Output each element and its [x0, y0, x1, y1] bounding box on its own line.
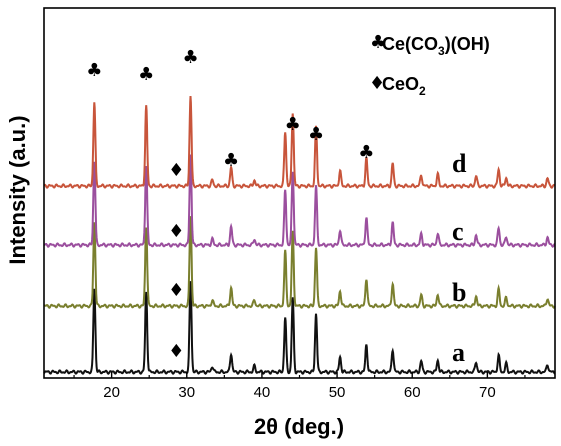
plot-frame [43, 7, 556, 379]
diamond-marker-d: ♦ [168, 160, 184, 181]
legend-diamond-marker: ♦ [369, 73, 385, 94]
club-marker: ♣ [182, 47, 198, 68]
series-label-d: d [452, 149, 467, 178]
club-marker: ♣ [138, 64, 154, 85]
legend: ♣ Ce(CO3)(OH) ♦ CeO2 [369, 32, 490, 98]
club-marker: ♣ [308, 124, 324, 145]
marker-layer: ♣ ♣ ♣ ♣ ♣ ♣ ♣ ♦ ♦ ♦ ♦ [86, 47, 374, 362]
x-tick-label-20: 20 [103, 384, 120, 401]
legend-subscript-2: 2 [419, 84, 426, 98]
x-tick-label-30: 30 [178, 384, 195, 401]
axis-layer [43, 7, 556, 379]
x-tick-label-50: 50 [329, 384, 346, 401]
series-line-c [43, 154, 556, 248]
legend-label-ceo: CeO [382, 74, 419, 94]
legend-subscript-3: 3 [438, 44, 445, 58]
legend-label-part-1: Ce(CO [382, 34, 438, 54]
club-marker: ♣ [86, 60, 102, 81]
y-axis-title: Intensity (a.u.) [5, 115, 30, 264]
diamond-marker-a: ♦ [168, 341, 184, 362]
x-tick-label-40: 40 [254, 384, 271, 401]
series-line-a [43, 281, 556, 375]
club-marker: ♣ [223, 150, 239, 171]
series-label-layer: a b c d [452, 149, 467, 367]
legend-item-ce-co3-oh: Ce(CO3)(OH) [382, 34, 490, 58]
series-label-c: c [452, 217, 464, 246]
x-tick-label-70: 70 [479, 384, 496, 401]
legend-item-ceo2: CeO2 [382, 74, 426, 98]
series-label-b: b [452, 278, 466, 307]
club-marker: ♣ [358, 142, 374, 163]
series-line-b [43, 216, 556, 309]
legend-club-marker: ♣ [370, 32, 386, 53]
series-line-d [43, 95, 556, 189]
diamond-marker-c: ♦ [168, 221, 184, 242]
legend-label-part-2: )(OH) [445, 34, 490, 54]
x-tick-label-60: 60 [404, 384, 421, 401]
club-marker: ♣ [285, 114, 301, 135]
series-layer [43, 95, 556, 375]
series-label-a: a [452, 338, 465, 367]
x-tick-layer: 20 30 40 50 60 70 [73, 372, 526, 401]
diamond-marker-b: ♦ [168, 280, 184, 301]
x-axis-title: 2θ (deg.) [254, 414, 344, 439]
